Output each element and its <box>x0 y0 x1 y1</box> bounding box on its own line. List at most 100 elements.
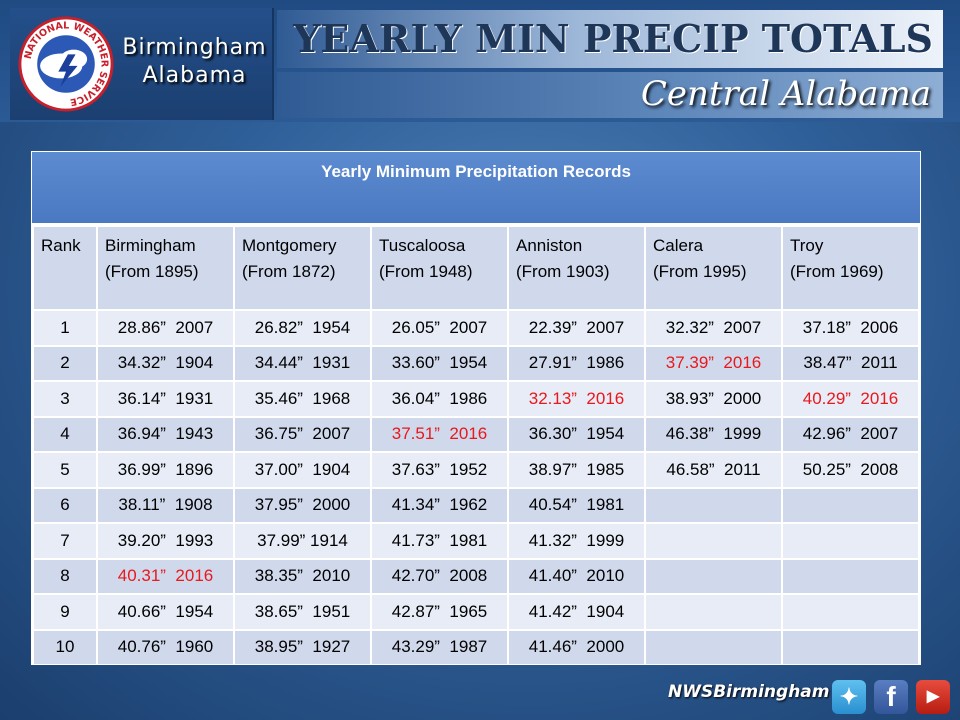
table-row: 2 34.32” 1904 34.44” 1931 33.60” 1954 27.91”… <box>34 346 918 380</box>
rank-cell: 5 <box>34 453 96 487</box>
record-cell: 41.40” 2010 <box>509 559 644 593</box>
table-row: 6 38.11” 1908 37.95” 2000 41.34” 1962 40.54”… <box>34 488 918 522</box>
rank-cell: 10 <box>34 630 96 664</box>
record-cell: 34.44” 1931 <box>235 346 370 380</box>
rank-cell: 7 <box>34 524 96 558</box>
record-cell: 37.99” 1914 <box>235 524 370 558</box>
subtitle-bar: Central Alabama <box>277 72 943 118</box>
record-cell: 36.04” 1986 <box>372 382 507 416</box>
table-row: 4 36.94” 1943 36.75” 2007 37.51” 2016 36.30”… <box>34 417 918 451</box>
table-heading-text: Yearly Minimum Precipitation Records <box>321 162 631 181</box>
record-cell: 34.32” 1904 <box>98 346 233 380</box>
record-cell: 33.60” 1954 <box>372 346 507 380</box>
column-header-station: Anniston (From 1903) <box>509 227 644 309</box>
record-cell: 50.25” 2008 <box>783 453 918 487</box>
record-cell <box>646 595 781 629</box>
records-table: Yearly Minimum Precipitation Records Ran… <box>31 151 921 665</box>
column-header-station: Tuscaloosa (From 1948) <box>372 227 507 309</box>
record-cell: 37.18” 2006 <box>783 311 918 345</box>
station-name: Birmingham <box>105 236 196 255</box>
station-period: (From 1872) <box>242 262 336 281</box>
social-handle: NWSBirmingham <box>668 682 830 702</box>
record-cell: 38.93” 2000 <box>646 382 781 416</box>
record-cell: 41.46” 2000 <box>509 630 644 664</box>
record-cell: 38.11” 1908 <box>98 488 233 522</box>
record-cell: 40.29” 2016 <box>783 382 918 416</box>
record-cell: 40.66” 1954 <box>98 595 233 629</box>
record-cell: 42.70” 2008 <box>372 559 507 593</box>
station-period: (From 1903) <box>516 262 610 281</box>
record-cell: 41.32” 1999 <box>509 524 644 558</box>
record-cell: 35.46” 1968 <box>235 382 370 416</box>
station-period: (From 1995) <box>653 262 747 281</box>
column-header-rank: Rank <box>34 227 96 309</box>
station-period: (From 1969) <box>790 262 884 281</box>
record-cell: 38.97” 1985 <box>509 453 644 487</box>
table-row: 10 40.76” 1960 38.95” 1927 43.29” 1987 41.46… <box>34 630 918 664</box>
record-cell: 26.82” 1954 <box>235 311 370 345</box>
column-header-station: Montgomery (From 1872) <box>235 227 370 309</box>
records-grid: Rank Birmingham (From 1895) Montgomery (Fr… <box>32 225 920 666</box>
record-cell: 36.94” 1943 <box>98 417 233 451</box>
record-cell: 36.75” 2007 <box>235 417 370 451</box>
record-cell: 37.63” 1952 <box>372 453 507 487</box>
rank-cell: 4 <box>34 417 96 451</box>
record-cell <box>783 488 918 522</box>
record-cell: 28.86” 2007 <box>98 311 233 345</box>
table-row: 7 39.20” 1993 37.99” 1914 41.73” 1981 41.32”… <box>34 524 918 558</box>
rank-cell: 1 <box>34 311 96 345</box>
record-cell: 42.87” 1965 <box>372 595 507 629</box>
record-cell <box>646 559 781 593</box>
record-cell: 27.91” 1986 <box>509 346 644 380</box>
rank-cell: 2 <box>34 346 96 380</box>
record-cell: 32.13” 2016 <box>509 382 644 416</box>
record-cell: 46.38” 1999 <box>646 417 781 451</box>
station-period: (From 1895) <box>105 262 199 281</box>
table-body: 1 28.86” 2007 26.82” 1954 26.05” 2007 22.39”… <box>34 311 918 664</box>
record-cell: 41.73” 1981 <box>372 524 507 558</box>
record-cell: 39.20” 1993 <box>98 524 233 558</box>
record-cell: 36.14” 1931 <box>98 382 233 416</box>
rank-cell: 8 <box>34 559 96 593</box>
column-header-row: Rank Birmingham (From 1895) Montgomery (Fr… <box>34 227 918 309</box>
page-subtitle: Central Alabama <box>640 74 931 114</box>
station-name: Calera <box>653 236 704 255</box>
column-header-station: Calera (From 1995) <box>646 227 781 309</box>
record-cell <box>783 595 918 629</box>
record-cell <box>783 524 918 558</box>
page-title: YEARLY MIN PRECIP TOTALS <box>293 16 933 61</box>
record-cell: 22.39” 2007 <box>509 311 644 345</box>
station-name: Anniston <box>516 236 583 255</box>
youtube-icon[interactable]: ▶ <box>916 680 950 714</box>
record-cell <box>646 488 781 522</box>
table-row: 1 28.86” 2007 26.82” 1954 26.05” 2007 22.39”… <box>34 311 918 345</box>
record-cell: 46.58” 2011 <box>646 453 781 487</box>
station-name: Montgomery <box>242 236 337 255</box>
office-state: Alabama <box>142 63 247 88</box>
record-cell: 38.35” 2010 <box>235 559 370 593</box>
record-cell: 38.47” 2011 <box>783 346 918 380</box>
record-cell: 40.54” 1981 <box>509 488 644 522</box>
rank-cell: 6 <box>34 488 96 522</box>
record-cell: 40.31” 2016 <box>98 559 233 593</box>
facebook-icon[interactable]: f <box>874 680 908 714</box>
station-name: Troy <box>790 236 824 255</box>
office-name: Birmingham Alabama <box>122 34 267 90</box>
record-cell: 37.00” 1904 <box>235 453 370 487</box>
record-cell: 36.30” 1954 <box>509 417 644 451</box>
station-period: (From 1948) <box>379 262 473 281</box>
table-row: 5 36.99” 1896 37.00” 1904 37.63” 1952 38.97”… <box>34 453 918 487</box>
table-heading: Yearly Minimum Precipitation Records <box>32 152 920 223</box>
record-cell: 36.99” 1896 <box>98 453 233 487</box>
logo-area: NATIONAL WEATHER SERVICE Birmingham Alab… <box>10 8 274 120</box>
record-cell: 40.76” 1960 <box>98 630 233 664</box>
station-name: Tuscaloosa <box>379 236 466 255</box>
twitter-icon[interactable]: ✦ <box>832 680 866 714</box>
record-cell: 41.34” 1962 <box>372 488 507 522</box>
record-cell: 37.51” 2016 <box>372 417 507 451</box>
rank-cell: 3 <box>34 382 96 416</box>
record-cell: 41.42” 1904 <box>509 595 644 629</box>
rank-cell: 9 <box>34 595 96 629</box>
table-row: 9 40.66” 1954 38.65” 1951 42.87” 1965 41.42”… <box>34 595 918 629</box>
office-city: Birmingham <box>122 35 267 60</box>
